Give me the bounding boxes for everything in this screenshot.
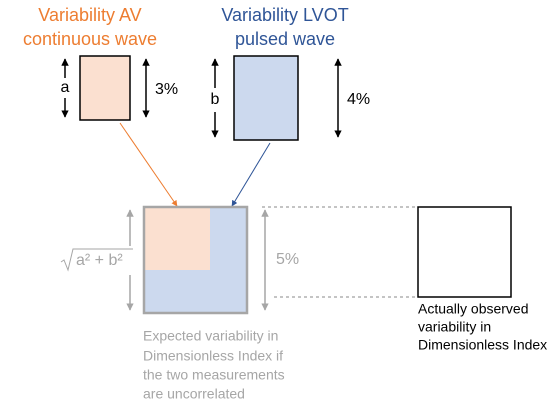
observed-caption: Actually observed xyxy=(418,301,529,317)
av-percent: 3% xyxy=(155,81,178,98)
expected-caption: are uncorrelated xyxy=(143,386,245,401)
lvot-side-label: b xyxy=(211,91,220,108)
observed-caption: Dimensionless Index xyxy=(418,337,547,353)
av-inner-box xyxy=(144,207,210,270)
expected-caption: Expected variability in xyxy=(143,328,278,344)
expected-box-border xyxy=(142,205,249,315)
lvot-title: pulsed wave xyxy=(235,29,335,49)
av-title: Variability AV xyxy=(38,5,141,25)
radical-sign xyxy=(60,248,133,272)
expected-caption: the two measurements xyxy=(143,367,285,383)
connector xyxy=(119,122,178,207)
connector xyxy=(231,142,271,207)
observed-caption: variability in xyxy=(418,319,491,335)
av-box xyxy=(79,55,131,121)
lvot-percent: 4% xyxy=(347,91,370,108)
lvot-title: Variability LVOT xyxy=(221,5,348,25)
expected-percent: 5% xyxy=(276,251,299,268)
observed-box xyxy=(417,206,512,298)
av-side-label: a xyxy=(61,79,70,96)
expected-caption: Dimensionless Index if xyxy=(143,348,283,364)
expected-side-label: a² + b² xyxy=(76,252,123,269)
av-title: continuous wave xyxy=(23,29,157,49)
lvot-box xyxy=(233,55,299,141)
